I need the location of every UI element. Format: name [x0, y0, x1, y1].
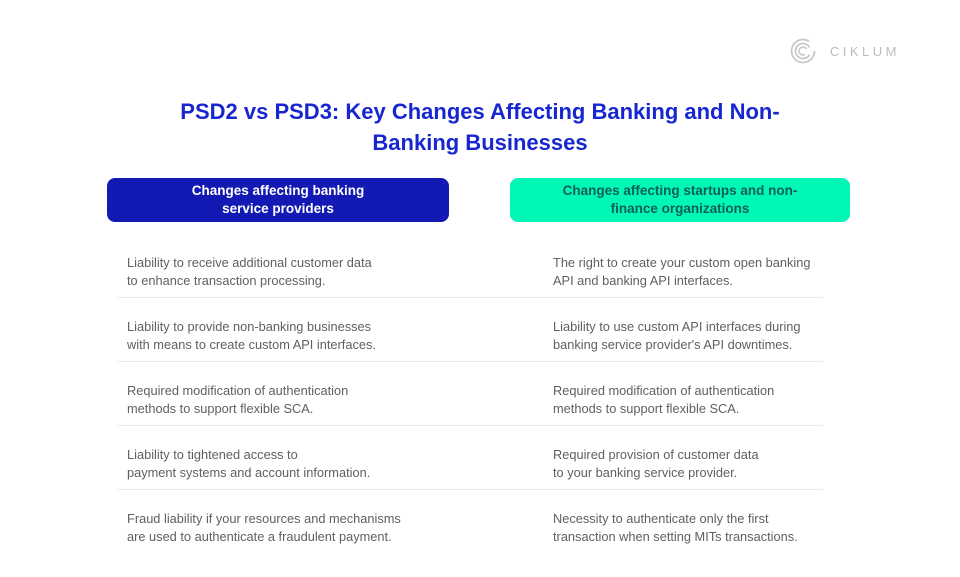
table-row: Fraud liability if your resources and me…	[118, 490, 823, 553]
banking-cell: Liability to provide non-banking busines…	[127, 319, 376, 352]
table-row: Liability to tightened access to payment…	[118, 426, 823, 490]
nonfinance-cell: Necessity to authenticate only the first…	[553, 511, 798, 544]
table-row: Required modification of authentication …	[118, 362, 823, 426]
column-header-banking-providers: Changes affecting banking service provid…	[107, 178, 449, 222]
nonfinance-cell: Required provision of customer data to y…	[553, 447, 759, 480]
banking-cell: Required modification of authentication …	[127, 383, 349, 416]
column-header-startups-nonfinance: Changes affecting startups and non- fina…	[510, 178, 850, 222]
table-row: Liability to provide non-banking busines…	[118, 298, 823, 362]
nonfinance-cell: The right to create your custom open ban…	[553, 255, 811, 288]
brand-logo: CIKLUM	[788, 36, 900, 66]
ciklum-concentric-c-icon	[790, 38, 816, 64]
banking-cell: Fraud liability if your resources and me…	[127, 511, 401, 544]
brand-name: CIKLUM	[829, 43, 900, 59]
nonfinance-cell: Liability to use custom API interfaces d…	[553, 319, 801, 352]
banking-cell: Liability to receive additional customer…	[127, 255, 372, 288]
table-row: Liability to receive additional customer…	[118, 234, 823, 298]
comparison-table: Liability to receive additional customer…	[118, 234, 823, 553]
page-title: PSD2 vs PSD3: Key Changes Affecting Bank…	[180, 99, 780, 155]
banking-cell: Liability to tightened access to payment…	[127, 447, 371, 480]
nonfinance-cell: Required modification of authentication …	[553, 383, 775, 416]
